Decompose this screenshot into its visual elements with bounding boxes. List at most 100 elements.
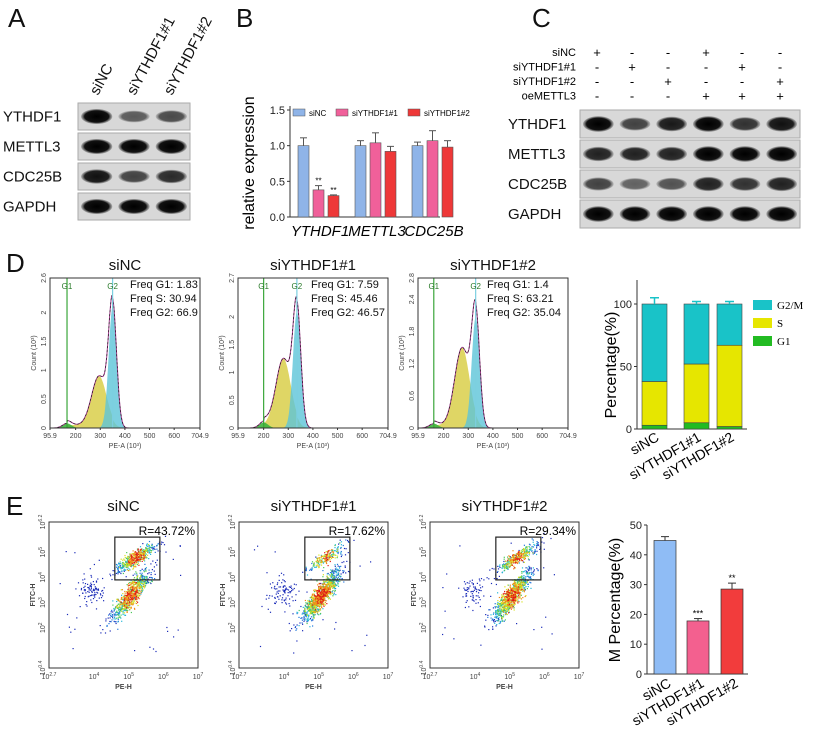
event-dot [508,602,510,604]
event-dot [95,587,97,589]
event-dot [131,557,133,559]
event-dot [114,617,116,619]
event-dot [121,594,123,596]
event-dot [346,560,348,562]
event-dot [78,595,81,597]
x-tick-label: 200 [438,433,450,440]
event-dot [313,617,315,619]
event-dot [442,587,444,589]
event-dot [520,592,522,594]
event-dot [314,596,316,598]
event-dot [503,599,505,601]
event-dot [310,569,313,571]
event-dot [330,556,332,558]
tick-base: 10 [383,674,391,681]
event-dot [136,597,138,599]
legend-label: G2/M [777,300,804,312]
event-dot [132,588,134,590]
event-dot [478,596,480,598]
event-dot [59,583,61,585]
event-dot [516,601,518,603]
event-dot [112,574,114,576]
event-dot [511,559,513,561]
significance-stars: ** [728,573,736,583]
tick-exponent: 4 [478,672,481,678]
blot-band [729,177,761,191]
event-dot [66,613,69,616]
event-dot [306,611,308,613]
freq-stat: Freq G1: 1.4 [487,279,549,291]
event-dot [364,644,366,647]
event-dot [497,592,499,594]
event-dot [514,584,516,586]
event-dot [531,547,533,549]
event-dot [505,593,507,595]
event-dot [317,602,319,604]
event-dot [534,549,536,551]
event-dot [330,581,332,583]
event-dot [317,597,319,599]
event-dot [333,572,335,574]
event-dot [348,541,350,543]
event-dot [518,588,520,590]
event-dot [327,582,329,584]
event-dot [513,565,515,567]
event-dot [119,571,121,573]
event-dot [308,602,310,604]
event-dot [129,590,131,593]
event-dot [507,588,509,590]
bar-segment-S-siYTHDF1#2 [716,344,743,427]
event-dot [137,562,139,564]
event-dot [311,620,313,622]
event-dot [523,556,525,558]
event-dot [128,568,130,570]
event-dot [310,609,312,611]
event-dot [513,559,515,561]
event-dot [149,576,151,579]
event-dot [136,588,138,590]
event-dot [151,547,153,549]
event-dot [521,553,524,555]
event-dot [301,622,303,624]
event-dot [281,597,284,599]
event-dot [148,545,150,547]
bar-siYTHDF1#1-CDC25B [426,140,439,218]
event-dot [478,589,480,591]
event-dot [504,566,506,568]
event-dot [314,605,316,607]
event-dot [130,611,132,614]
event-dot [550,537,552,540]
event-dot [334,570,336,572]
event-dot [120,614,122,616]
event-dot [515,598,517,600]
event-dot [507,601,509,603]
event-dot [127,598,129,601]
condition-sign: - [666,89,670,104]
event-dot [103,587,105,589]
event-dot [325,585,327,588]
event-dot [149,547,151,549]
event-dot [86,601,88,603]
event-dot [138,560,140,562]
plot-frame [429,521,580,669]
event-dot [333,594,335,596]
event-dot [307,607,310,609]
event-dot [301,617,303,619]
event-dot [334,628,336,630]
event-dot [135,599,137,601]
event-dot [340,553,342,555]
event-dot [144,568,147,570]
event-dot [510,601,512,603]
event-dot [332,587,334,589]
event-dot [496,624,498,626]
event-dot [110,611,112,613]
event-dot [134,595,136,597]
event-dot [325,578,327,580]
y-tick-label: 50 [630,520,642,532]
event-dot [304,618,306,620]
event-dot [330,577,333,579]
event-dot [134,573,136,575]
event-dot [524,555,526,557]
event-dot [513,586,515,588]
